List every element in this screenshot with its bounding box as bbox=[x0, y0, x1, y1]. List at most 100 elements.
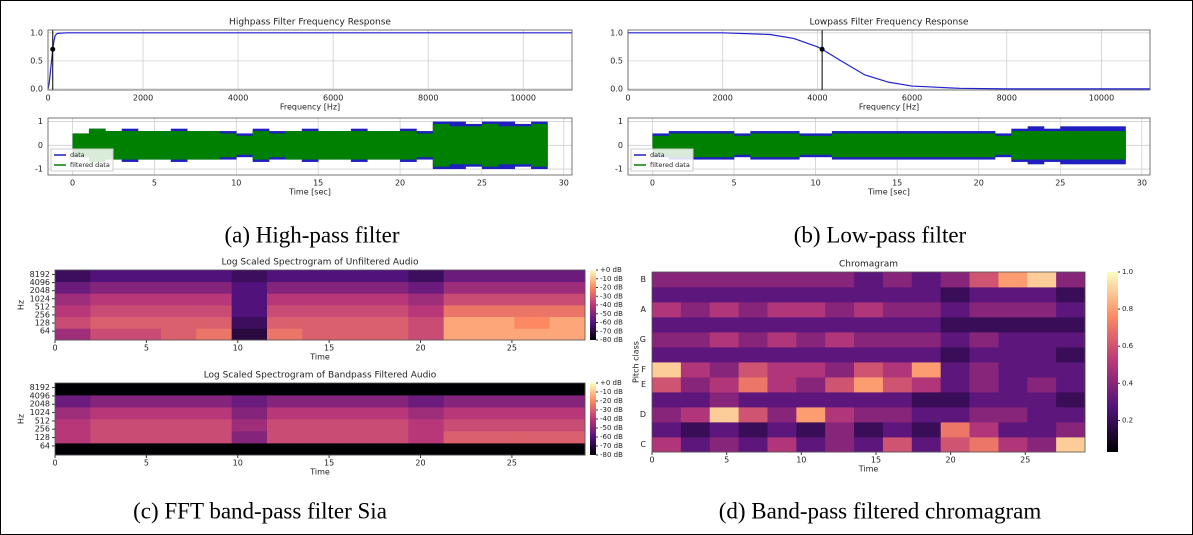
heatmap-cell bbox=[652, 437, 682, 453]
heatmap-cell bbox=[373, 383, 409, 396]
chart-title: Log Scaled Spectrogram of Unfiltered Aud… bbox=[222, 258, 419, 268]
heatmap-cell bbox=[796, 332, 826, 348]
waveform-segment bbox=[252, 131, 270, 160]
waveform-segment bbox=[734, 135, 751, 155]
y-tick-label: B bbox=[641, 275, 647, 284]
heatmap-cell bbox=[680, 407, 711, 423]
heatmap-cell bbox=[825, 407, 855, 423]
colorbar-label: 0.4 bbox=[1122, 379, 1134, 387]
heatmap-cell bbox=[1056, 332, 1086, 348]
waveform-segment bbox=[318, 131, 335, 160]
heatmap-cell bbox=[882, 302, 913, 318]
heatmap-cell bbox=[709, 392, 739, 408]
waveform-segment bbox=[848, 133, 865, 158]
chart-title: Log Scaled Spectrogram of Bandpass Filte… bbox=[204, 371, 437, 381]
heatmap-cell bbox=[825, 287, 855, 303]
heatmap-cell bbox=[709, 332, 739, 348]
heatmap-cell bbox=[709, 302, 739, 318]
heatmap-cell bbox=[196, 443, 233, 456]
heatmap-cell bbox=[231, 270, 268, 283]
heatmap-cell bbox=[709, 437, 739, 453]
x-axis-label: Frequency [Hz] bbox=[859, 103, 919, 112]
heatmap-cell bbox=[911, 392, 942, 408]
heatmap-cell bbox=[969, 422, 999, 438]
heatmap-cell bbox=[1056, 392, 1086, 408]
heatmap-cell bbox=[882, 362, 913, 378]
colorbar-label: -60 dB bbox=[600, 433, 623, 441]
heatmap-cell bbox=[514, 281, 551, 294]
heatmap-cell bbox=[408, 443, 445, 456]
legend-label: filtered data bbox=[650, 161, 690, 169]
heatmap-cell bbox=[267, 281, 303, 294]
heatmap-cell bbox=[90, 431, 127, 444]
heatmap-cell bbox=[680, 422, 711, 438]
heatmap-cell bbox=[267, 383, 303, 396]
heatmap-cell bbox=[479, 407, 515, 420]
x-axis-label: Time bbox=[858, 465, 879, 474]
x-tick-label: 0 bbox=[52, 459, 57, 468]
colorbar-label: 0.2 bbox=[1122, 416, 1133, 424]
waveform-segment bbox=[367, 131, 384, 160]
waveform-segment bbox=[1060, 131, 1077, 160]
heatmap-cell bbox=[652, 332, 682, 348]
waveform-segment bbox=[782, 133, 800, 158]
y-tick-label: F bbox=[641, 365, 646, 374]
heatmap-cell bbox=[796, 317, 826, 333]
heatmap-cell bbox=[911, 437, 942, 453]
heatmap-cell bbox=[767, 437, 797, 453]
heatmap-cell bbox=[796, 392, 826, 408]
heatmap-cell bbox=[854, 272, 884, 288]
x-tick-label: 15 bbox=[324, 459, 334, 468]
heatmap-cell bbox=[90, 270, 127, 283]
colorbar bbox=[1107, 272, 1118, 452]
heatmap-cell bbox=[125, 431, 162, 444]
heatmap-cell bbox=[125, 407, 162, 420]
heatmap-cell bbox=[825, 317, 855, 333]
waveform-segment bbox=[236, 135, 253, 155]
heatmap-cell bbox=[709, 272, 739, 288]
heatmap-cell bbox=[825, 332, 855, 348]
y-tick-label: 2048 bbox=[30, 400, 50, 409]
colorbar-label: -60 dB bbox=[600, 319, 623, 327]
heatmap-cell bbox=[267, 293, 303, 306]
heatmap-cell bbox=[940, 287, 970, 303]
waveform-segment bbox=[383, 131, 401, 160]
heatmap-cell bbox=[940, 437, 970, 453]
heatmap-cell bbox=[337, 431, 374, 444]
waveform-segment bbox=[995, 135, 1012, 155]
heatmap-cell bbox=[302, 293, 339, 306]
colorbar-label: -10 dB bbox=[600, 388, 623, 396]
y-axis-label: Hz bbox=[17, 414, 26, 424]
heatmap-cell bbox=[443, 293, 480, 306]
heatmap-cell bbox=[443, 395, 480, 408]
x-tick-label: 5 bbox=[144, 459, 149, 468]
heatmap-cell bbox=[825, 437, 855, 453]
heatmap-cell bbox=[767, 317, 797, 333]
chart-title: Highpass Filter Frequency Response bbox=[229, 18, 391, 28]
heatmap-cell bbox=[969, 377, 999, 393]
heatmap-cell bbox=[443, 270, 480, 283]
x-tick-label: 2000 bbox=[133, 94, 153, 103]
colorbar-label: -50 dB bbox=[600, 424, 623, 432]
heatmap-cell bbox=[337, 316, 374, 329]
heatmap-cell bbox=[479, 383, 515, 396]
y-tick-label: 128 bbox=[35, 319, 50, 328]
colorbar-label: -50 dB bbox=[600, 310, 623, 318]
heatmap-cell bbox=[969, 392, 999, 408]
heatmap-cell bbox=[882, 347, 913, 363]
waveform-segment bbox=[121, 131, 139, 160]
heatmap-cell bbox=[443, 316, 480, 329]
heatmap-cell bbox=[854, 422, 884, 438]
heatmap-cell bbox=[854, 437, 884, 453]
heatmap-cell bbox=[1027, 437, 1057, 453]
x-tick-label: 6000 bbox=[323, 94, 343, 103]
heatmap-cell bbox=[337, 443, 374, 456]
heatmap-cell bbox=[940, 302, 970, 318]
x-tick-label: 25 bbox=[1020, 456, 1030, 465]
legend-label: data bbox=[70, 151, 85, 159]
heatmap-cell bbox=[231, 419, 268, 432]
heatmap-cell bbox=[302, 316, 339, 329]
heatmap-cell bbox=[373, 395, 409, 408]
chart-title: Lowpass Filter Frequency Response bbox=[810, 18, 969, 28]
waveform-segment bbox=[962, 133, 980, 158]
